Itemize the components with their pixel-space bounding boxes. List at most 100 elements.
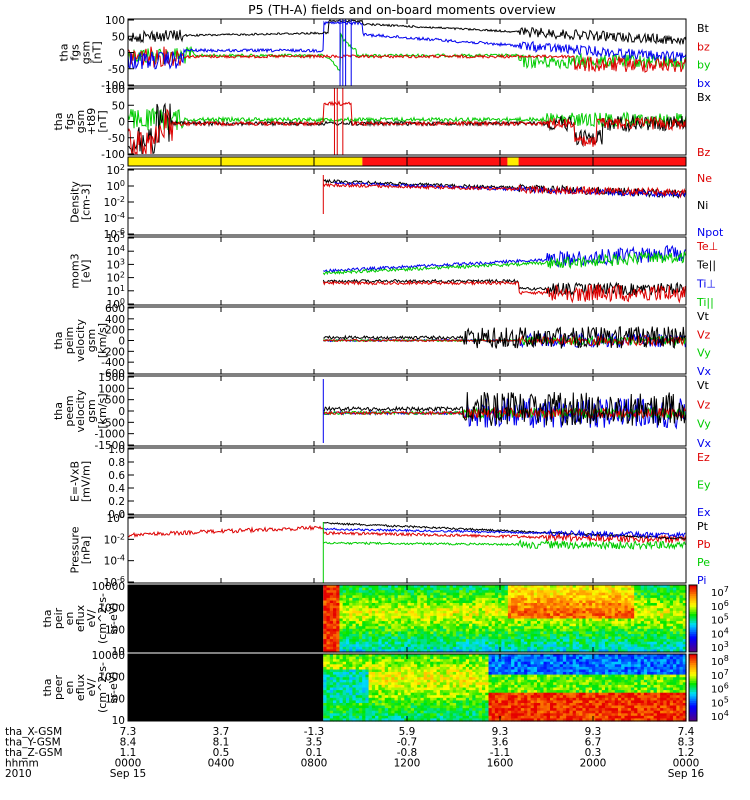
spectrogram-cell [446, 661, 451, 665]
spectrogram-cell [572, 585, 577, 589]
spectrogram-cell [562, 615, 567, 620]
spectrogram-cell [575, 595, 580, 599]
spectrogram-cell [559, 710, 564, 714]
spectrogram-cell [358, 703, 363, 707]
spectrogram-cell [608, 641, 613, 645]
spectrogram-cell [582, 597, 587, 602]
spectrogram-cell [388, 644, 392, 648]
spectrogram-cell [410, 672, 415, 676]
spectrogram-cell [498, 626, 502, 630]
spectrogram-cell [404, 649, 409, 653]
spectrogram-cell [384, 600, 389, 604]
spectrogram-cell [540, 654, 545, 658]
spectrogram-cell [572, 628, 577, 632]
spectrogram-cell [572, 661, 577, 665]
spectrogram-cell [333, 700, 337, 704]
spectrogram-cell [605, 628, 609, 632]
spectrogram-cell [543, 700, 548, 704]
spectrogram-cell [511, 603, 515, 607]
spectrogram-cell [660, 605, 664, 609]
spectrogram-cell [381, 666, 386, 671]
spectrogram-cell [368, 677, 373, 681]
spectrogram-cell [511, 626, 515, 630]
spectrogram-cell [520, 636, 525, 640]
spectrogram-cell [637, 613, 642, 617]
spectrogram-cell [346, 700, 350, 704]
spectrogram-cell [352, 649, 357, 653]
spectrogram-cell [388, 666, 392, 671]
spectrogram-cell [397, 661, 402, 665]
spectrogram-cell [426, 641, 431, 645]
spectrogram-cell [530, 641, 535, 645]
spectrogram-cell [417, 715, 421, 719]
spectrogram-cell [566, 631, 570, 635]
spectrogram-cell [397, 621, 402, 625]
spectrogram-cell [342, 587, 347, 591]
spectrogram-cell [669, 585, 674, 589]
spectrogram-cell [478, 613, 483, 617]
spectrogram-cell [527, 639, 532, 643]
spectrogram-cell [452, 634, 457, 638]
spectrogram-cell [494, 705, 499, 709]
spectrogram-cell [530, 669, 535, 673]
spectrogram-cell [420, 628, 425, 632]
spectrogram-cell [624, 628, 629, 632]
spectrogram-cell [414, 669, 418, 673]
spectrogram-cell [420, 644, 425, 648]
spectrogram-cell [436, 664, 441, 668]
spectrogram-cell [391, 641, 396, 645]
spectrogram-cell [381, 659, 386, 663]
spectrogram-cell [546, 692, 551, 696]
spectrogram-cell [533, 718, 538, 722]
spectrogram-cell [394, 710, 399, 714]
spectrogram-cell [543, 695, 548, 699]
spectrogram-cell [527, 687, 532, 691]
spectrogram-cell [329, 710, 334, 714]
spectrogram-cell [336, 613, 341, 617]
spectrogram-cell [355, 705, 360, 709]
spectrogram-cell [443, 646, 447, 650]
spectrogram-cell [630, 608, 635, 612]
spectrogram-cell [475, 634, 480, 638]
spectrogram-cell [381, 621, 386, 625]
spectrogram-cell [630, 618, 635, 622]
spectrogram-cell [323, 710, 328, 714]
spectrogram-cell [501, 674, 506, 678]
spectrogram-cell [336, 654, 341, 658]
spectrogram-cell [627, 600, 632, 604]
spectrogram-cell [530, 636, 535, 640]
spectrogram-cell [407, 705, 412, 709]
spectrogram-cell [494, 672, 499, 676]
spectrogram-cell [663, 639, 668, 643]
spectrogram-cell [666, 592, 671, 596]
spectrogram-cell [329, 674, 334, 678]
spectrogram-cell [530, 697, 535, 701]
spectrogram-cell [368, 654, 373, 658]
spectrogram-cell [478, 597, 483, 602]
spectrogram-cell [507, 590, 512, 594]
spectrogram-cell [336, 634, 341, 638]
spectrogram-cell [430, 610, 434, 614]
spectrogram-cell [618, 641, 622, 645]
spectrogram-cell [485, 608, 489, 612]
spectrogram-cell [546, 587, 551, 591]
spectrogram-cell [355, 613, 360, 617]
spectrogram-cell [355, 661, 360, 665]
spectrogram-cell [630, 600, 635, 604]
spectrogram-cell [381, 661, 386, 665]
spectrogram-cell [504, 715, 509, 719]
spectrogram-cell [417, 585, 421, 589]
spectrogram-cell [482, 631, 486, 635]
spectrogram-cell [517, 703, 522, 707]
spectrogram-cell [420, 697, 425, 701]
spectrogram-cell [452, 631, 457, 635]
spectrogram-cell [566, 674, 570, 678]
spectrogram-cell [494, 710, 499, 714]
spectrogram-cell [634, 603, 638, 607]
spectrogram-cell [527, 672, 532, 676]
spectrogram-cell [342, 592, 347, 596]
spectrogram-cell [339, 700, 344, 704]
spectrogram-cell [553, 713, 557, 717]
spectrogram-cell [326, 666, 331, 671]
spectrogram-cell [621, 628, 625, 632]
